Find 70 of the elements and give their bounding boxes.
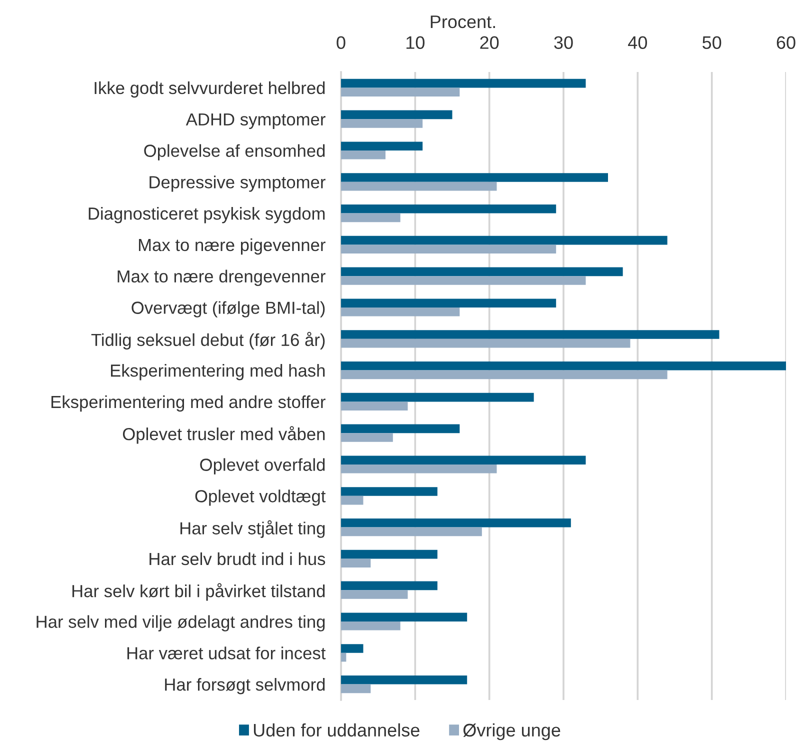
- bar: [341, 236, 668, 245]
- bar: [341, 581, 438, 590]
- bar: [341, 204, 556, 214]
- y-tick-label: Oplevet overfald: [200, 458, 325, 474]
- y-tick-label: Max to nære pigevenner: [138, 238, 326, 255]
- bar: [341, 464, 497, 474]
- x-tick-label: 50: [702, 36, 722, 49]
- bar: [341, 424, 460, 434]
- bar: [341, 527, 482, 536]
- bar: [341, 78, 586, 88]
- bar: [341, 370, 668, 380]
- x-tick-label: 20: [480, 36, 499, 49]
- y-tick-label: Eksperimentering med hash: [111, 364, 325, 380]
- bar: [341, 362, 786, 370]
- x-tick-label: 0: [336, 36, 346, 49]
- bar: [341, 652, 346, 662]
- bar: [341, 402, 408, 410]
- bar: [341, 88, 460, 96]
- bar: [341, 276, 586, 285]
- legend-label: Øvrige unge: [463, 723, 560, 740]
- y-tick-label: Eksperimentering med andre stoffer: [51, 395, 326, 412]
- bar: [341, 496, 364, 505]
- y-tick-label: Oplevet trusler med våben: [122, 426, 325, 444]
- y-tick-label: Overvægt (ifølge BMI-tal): [132, 301, 325, 318]
- bar: [341, 622, 400, 630]
- x-tick-label: 60: [776, 36, 796, 49]
- bar: [341, 590, 408, 599]
- bar: [341, 298, 556, 308]
- bar: [341, 487, 438, 496]
- bar: [341, 392, 534, 402]
- y-tick-label: Depressive symptomer: [150, 176, 326, 192]
- bar: [341, 308, 460, 316]
- bar: [341, 330, 720, 339]
- bar: [341, 267, 623, 276]
- y-tick-label: ADHD symptomer: [186, 113, 326, 129]
- y-tick-label: Har været udsat for incest: [127, 646, 326, 660]
- bar: [341, 244, 556, 254]
- y-tick-label: Har selv brudt ind i hus: [150, 552, 326, 566]
- y-tick-label: Har selv kørt bil i påvirket tilstand: [72, 583, 325, 601]
- y-tick-label: Max to nære drengevenner: [118, 270, 326, 286]
- bar: [341, 684, 371, 694]
- bar: [341, 550, 438, 559]
- bar: [341, 213, 400, 222]
- y-tick-label: Diagnosticeret psykisk sygdom: [88, 207, 325, 224]
- bar: [341, 433, 393, 442]
- bar: [341, 142, 423, 150]
- x-tick-label: 40: [628, 36, 648, 49]
- legend-label: Uden for uddannelse: [254, 723, 420, 737]
- bar: [341, 676, 468, 684]
- bar: [341, 518, 571, 528]
- bar: [341, 119, 423, 128]
- y-tick-label: Har forsøgt selvmord: [165, 678, 325, 694]
- y-tick-label: Oplevet voldtægt: [195, 490, 326, 506]
- bar: [341, 612, 468, 622]
- bar: [341, 456, 586, 464]
- x-tick-label: 30: [554, 36, 573, 49]
- y-tick-label: Tidlig seksuel debut (før 16 år): [91, 332, 325, 350]
- bar: [341, 173, 608, 182]
- bar: [341, 150, 386, 160]
- y-tick-label: Ikke godt selvvurderet helbred: [94, 81, 325, 98]
- x-axis-title: Procent.: [430, 16, 495, 28]
- y-tick-label: Har selv med vilje ødelagt andres ting: [36, 615, 325, 632]
- bar: [341, 338, 630, 348]
- bar: [341, 110, 452, 120]
- y-tick-label: Oplevelse af ensomhed: [144, 144, 325, 160]
- x-tick-label: 10: [406, 36, 425, 49]
- bar: [341, 644, 364, 653]
- y-tick-label: Har selv stjålet ting: [180, 520, 325, 538]
- bar: [341, 558, 371, 568]
- bar: [341, 182, 497, 191]
